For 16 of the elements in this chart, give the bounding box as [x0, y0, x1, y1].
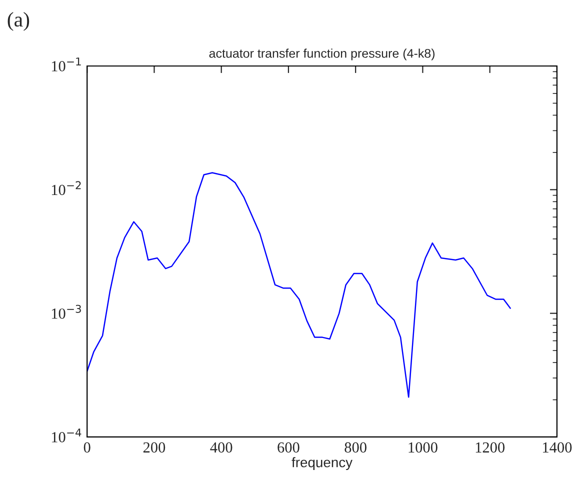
y-tick-label: 10$^{−3}$ — [52, 304, 81, 319]
x-tick-label: 1400 — [543, 442, 572, 453]
chart-title: actuator transfer function pressure (4-k8) — [209, 48, 435, 60]
x-tick-label: 0 — [84, 442, 90, 453]
y-tick-label: 10$^{−1}$ — [52, 58, 81, 72]
x-tick-label: 800 — [344, 442, 366, 453]
text: (a) — [8, 12, 30, 31]
x-tick-label: 400 — [210, 442, 232, 453]
line-series — [87, 172, 511, 398]
x-axis-title: frequency — [292, 457, 352, 470]
y-tick-label: 10$^{−2}$ — [52, 181, 81, 196]
x-tick-label: 600 — [278, 442, 300, 453]
x-tick-label: 1200 — [476, 442, 505, 453]
y-tick-label: 10$^{−4}$ — [52, 428, 82, 442]
x-tick-label: 200 — [143, 442, 166, 453]
x-tick-label: 1000 — [408, 442, 438, 453]
